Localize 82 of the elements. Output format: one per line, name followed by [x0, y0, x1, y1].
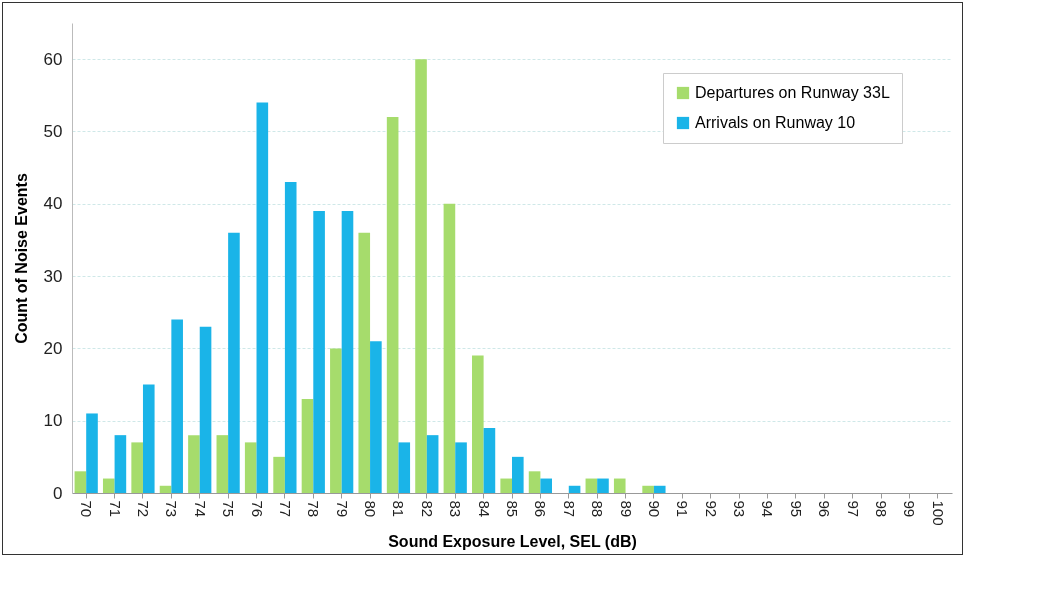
bar	[398, 442, 411, 493]
x-tick-label: 82	[418, 500, 436, 518]
bar	[585, 478, 598, 493]
x-tick-label: 81	[390, 500, 408, 518]
x-tick-label: 77	[276, 500, 294, 518]
bar	[284, 182, 297, 493]
bar	[114, 435, 127, 493]
bar	[341, 211, 354, 493]
y-tick-label: 20	[43, 338, 63, 358]
x-tick-label: 99	[901, 500, 919, 518]
bar	[455, 442, 467, 493]
x-tick-label: 95	[787, 500, 805, 518]
x-tick-label: 72	[134, 500, 152, 518]
x-tick-label: 98	[873, 500, 891, 518]
bar	[568, 485, 581, 493]
bar	[613, 478, 626, 493]
x-tick-label: 100	[929, 500, 947, 526]
bar	[216, 435, 229, 493]
x-tick-label: 92	[702, 500, 720, 518]
bar	[472, 355, 484, 493]
bar	[171, 319, 183, 493]
y-tick-label: 40	[43, 194, 63, 214]
x-tick-label: 83	[447, 500, 465, 518]
y-tick-label: 10	[43, 411, 63, 431]
bar	[188, 435, 200, 493]
bar	[86, 413, 98, 493]
bar	[653, 485, 666, 493]
x-tick-label: 87	[560, 500, 578, 518]
legend-label: Arrivals on Runway 10	[695, 114, 856, 131]
y-tick-label: 0	[53, 483, 63, 503]
bar	[256, 102, 269, 493]
bar	[483, 427, 496, 493]
legend-label: Departures on Runway 33L	[695, 84, 890, 101]
x-tick-label: 76	[248, 500, 266, 518]
bar	[142, 384, 155, 493]
bar	[512, 456, 524, 493]
bar	[597, 478, 609, 493]
x-tick-label: 86	[532, 500, 550, 518]
x-tick-label: 94	[759, 500, 777, 518]
x-tick-label: 89	[617, 500, 635, 518]
x-tick-label: 85	[504, 500, 521, 518]
x-tick-label: 78	[305, 500, 323, 518]
bar	[301, 399, 314, 493]
x-tick-label: 79	[333, 500, 351, 518]
bar	[358, 232, 371, 493]
bar	[244, 442, 257, 493]
bar	[313, 211, 325, 493]
x-tick-label: 91	[674, 500, 692, 518]
x-tick-label: 71	[106, 500, 124, 518]
bar	[528, 471, 541, 493]
x-axis-title: Sound Exposure Level, SEL (dB)	[388, 532, 637, 550]
x-tick-label: 88	[589, 500, 607, 518]
bar	[415, 59, 427, 493]
x-tick-label: 73	[163, 500, 181, 518]
bar	[273, 456, 285, 493]
x-tick-label: 97	[844, 500, 862, 518]
y-tick-label: 50	[43, 121, 63, 141]
x-tick-label: 90	[645, 500, 663, 518]
x-tick-label: 75	[220, 500, 238, 518]
x-tick-label: 80	[362, 500, 380, 518]
x-tick-label: 93	[731, 500, 749, 518]
bar	[500, 478, 512, 493]
y-tick-label: 60	[43, 49, 63, 69]
bar	[74, 471, 87, 493]
bar	[228, 232, 240, 493]
bar	[443, 203, 456, 493]
bar	[540, 478, 552, 493]
y-tick-label: 30	[43, 266, 63, 286]
bar	[370, 341, 382, 493]
x-tick-label: 74	[191, 500, 209, 518]
x-tick-label: 96	[816, 500, 834, 518]
bar	[131, 442, 143, 493]
x-tick-label: 84	[475, 500, 493, 518]
bar	[199, 326, 212, 493]
y-axis-title: Count of Noise Events	[12, 173, 30, 344]
bar	[642, 485, 654, 493]
bar	[426, 435, 439, 493]
bar	[102, 478, 115, 493]
bar	[386, 117, 399, 493]
bar	[330, 348, 342, 493]
x-tick-label: 70	[78, 500, 96, 518]
bar	[159, 485, 172, 493]
